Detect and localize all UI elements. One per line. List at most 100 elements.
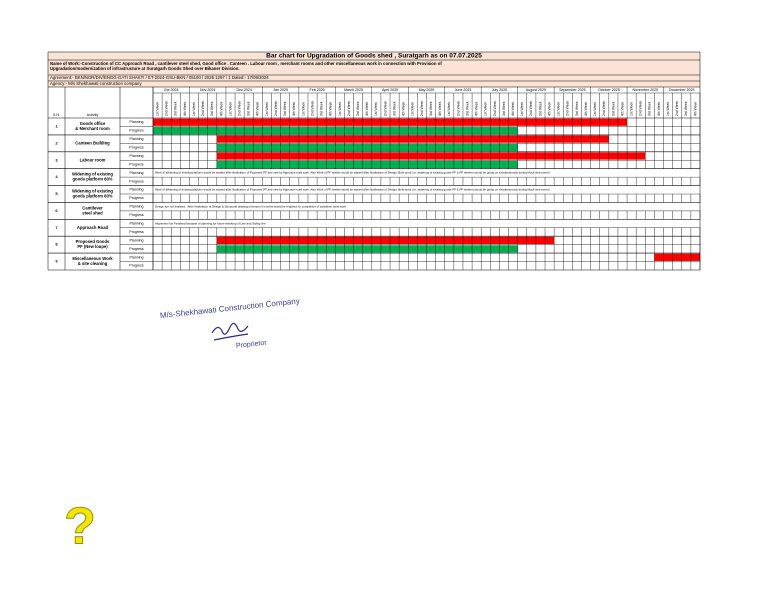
week: 4th Week [402, 101, 406, 116]
week: 4th Week [365, 101, 369, 116]
question-mark: ? [64, 498, 96, 556]
activity: Proposed Goods PF (New loupe) [76, 239, 110, 249]
week: 2nd Week [639, 100, 643, 116]
week: 4th Week [584, 101, 588, 116]
sn: 1 [55, 124, 58, 129]
week: 1st Week [447, 102, 451, 116]
week: 1st Week [192, 102, 196, 116]
week: 4th Week [292, 101, 296, 116]
week: 3rd Week [538, 101, 542, 116]
month: Jan 2025 [273, 88, 288, 92]
week: 1st Week [265, 102, 269, 116]
month: Feb 2025 [310, 88, 325, 92]
line: Proposed Goods [76, 239, 110, 244]
week: 1st Week [228, 102, 232, 116]
week: 1st Week [484, 102, 488, 116]
week: 1st Week [301, 102, 305, 116]
week: 4th Week [693, 101, 697, 116]
line: Cantilever [82, 205, 103, 210]
month: June 2025 [455, 88, 472, 92]
week: 3rd Week [356, 101, 360, 116]
week: 1st Week [374, 102, 378, 116]
activity: Widening of existing goods platform 60% [72, 189, 113, 199]
month: April 2025 [382, 88, 398, 92]
month: Dec 2024 [236, 88, 251, 92]
sn-header: S.N. [53, 113, 60, 117]
week: 3rd Week [283, 101, 287, 116]
name-of-work: Name of Work:-Construction of CC Approac… [50, 61, 442, 71]
week: 4th Week [547, 101, 551, 116]
week: 3rd Week [575, 101, 579, 116]
line: & Merchant room [75, 126, 110, 131]
week: 3rd Week [429, 101, 433, 116]
week: 2nd Week [274, 100, 278, 116]
week: 2nd Week [566, 100, 570, 116]
week: 3rd Week [320, 101, 324, 116]
week: 1st Week [666, 102, 670, 116]
planning-label: Planning [130, 137, 144, 141]
work-band [48, 60, 700, 75]
month: Oct 2024 [164, 88, 179, 92]
note: Work of Widening of existing platform wo… [155, 171, 550, 175]
signature-scrawl [211, 322, 249, 341]
note: Alignment Not Finalised because of plann… [155, 221, 266, 225]
line: steel shed [82, 210, 103, 215]
sn: 3 [55, 157, 58, 162]
note-bg [153, 219, 700, 228]
week: 3rd Week [465, 101, 469, 116]
week: 2nd Week [675, 100, 679, 116]
week: 4th Week [511, 101, 515, 116]
month: December 2025 [669, 88, 695, 92]
week: 1st Week [411, 102, 415, 116]
sn: 5 [55, 191, 58, 196]
week: 1st Week [630, 102, 634, 116]
week: 3rd Week [247, 101, 251, 116]
progress-label: Progress [129, 264, 144, 268]
activity: Canteen Building [75, 140, 110, 145]
week: 4th Week [438, 101, 442, 116]
note-bg [153, 202, 700, 211]
progress-bar [216, 245, 518, 253]
line: & site cleaning [78, 261, 108, 266]
planning-bar [216, 135, 609, 143]
month: August 2025 [526, 88, 546, 92]
note: Work of Widening of existing platform wo… [155, 188, 550, 192]
month: November 2025 [633, 88, 659, 92]
week: 1st Week [338, 102, 342, 116]
week: 2nd Week [310, 100, 314, 116]
line: goods platform 60% [72, 177, 112, 182]
progress-bar [216, 143, 518, 152]
week: 4th Week [256, 101, 260, 116]
week: 3rd Week [684, 101, 688, 116]
activity: Miscellaneous Work & site cleaning [72, 256, 113, 266]
week: 2nd Week [456, 100, 460, 116]
week: 2nd Week [602, 100, 606, 116]
planning-bar [216, 236, 555, 245]
planning-label: Planning [130, 154, 144, 158]
week: 4th Week [475, 101, 479, 116]
month: July 2025 [492, 88, 507, 92]
week: 2nd Week [347, 100, 351, 116]
agency: Agency:- M/s Shekhawati construction com… [50, 81, 142, 86]
planning-bar [216, 152, 646, 160]
agreement: Agreement:- BKN/NOR/DIV/ENGG-GATI SHAKTI… [50, 75, 269, 80]
week: 2nd Week [420, 100, 424, 116]
line: Widening of existing [72, 189, 113, 194]
progress-label: Progress [129, 146, 144, 150]
sn: 7 [55, 225, 58, 230]
progress-label: Progress [129, 162, 144, 166]
week: 1st Week [557, 102, 561, 116]
line: Name of Work:-Construction of CC Approac… [50, 61, 442, 66]
title: Bar chart for Upgradation of Goods shed … [266, 53, 482, 60]
note-bg [153, 185, 700, 194]
progress-label: Progress [129, 179, 144, 183]
week: 4th Week [620, 101, 624, 116]
week: 4th Week [183, 101, 187, 116]
planning-label: Planning [130, 171, 144, 175]
week: 2nd Week [165, 100, 169, 116]
week: 3rd Week [210, 101, 214, 116]
activity: Widening of existing goods platform 60% [72, 172, 113, 182]
progress-bar [216, 160, 518, 169]
line: Widening of existing [72, 172, 113, 177]
week: 1st Week [593, 102, 597, 116]
